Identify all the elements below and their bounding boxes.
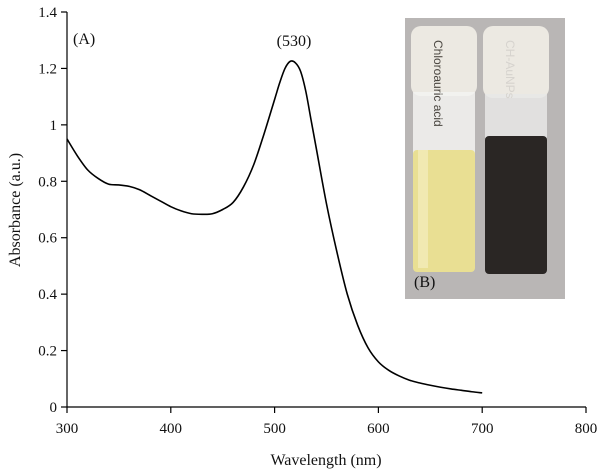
- x-tick-label: 300: [56, 421, 79, 437]
- x-tick-label: 800: [575, 421, 598, 437]
- y-tick-label: 0.2: [38, 344, 57, 360]
- panel-a-label: (A): [73, 31, 95, 48]
- y-tick-label: 0: [50, 400, 58, 416]
- vial-left-highlight: [418, 150, 428, 268]
- y-tick-label: 1.2: [38, 61, 57, 77]
- vial-chloroauric-acid: [411, 26, 477, 272]
- x-tick-label: 600: [367, 421, 390, 437]
- vial-right-cap: [483, 26, 549, 98]
- x-axis-label: Wavelength (nm): [270, 452, 381, 469]
- x-ticks: 300 400 500 600 700 800: [56, 407, 598, 437]
- y-tick-label: 0.6: [38, 231, 57, 247]
- panel-b-label: (B): [414, 274, 435, 291]
- vial-right-label: CH-AuNPs: [503, 40, 517, 99]
- y-axis-label: Absorbance (a.u.): [7, 153, 24, 267]
- vial-right-glass: [485, 94, 547, 138]
- y-tick-label: 0.8: [38, 174, 57, 190]
- y-ticks: 0 0.2 0.4 0.6 0.8 1 1.2 1.4: [38, 5, 67, 416]
- x-tick-label: 500: [263, 421, 286, 437]
- y-tick-label: 1: [50, 118, 58, 134]
- vial-right-liquid: [485, 136, 547, 274]
- inset-photo: Chloroauric acid CH-AuNPs (B): [405, 18, 565, 299]
- y-tick-label: 0.4: [38, 287, 57, 303]
- vial-left-cap: [411, 26, 477, 96]
- absorbance-series-line: [66, 60, 483, 394]
- x-tick-label: 400: [160, 421, 183, 437]
- vial-left-liquid: [413, 150, 475, 272]
- peak-annotation: (530): [277, 33, 312, 50]
- vial-left-glass: [413, 92, 475, 154]
- y-tick-label: 1.4: [38, 5, 57, 21]
- vial-ch-aunps: [483, 26, 549, 274]
- vial-left-label: Chloroauric acid: [431, 40, 445, 127]
- x-tick-label: 700: [471, 421, 494, 437]
